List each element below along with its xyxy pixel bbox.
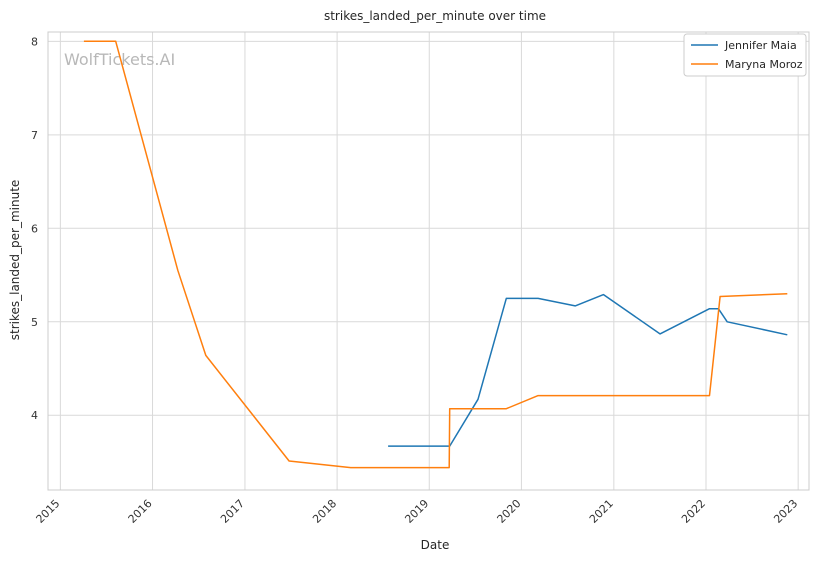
x-tick-label: 2021 <box>587 497 616 526</box>
series-lines <box>83 40 788 469</box>
legend: Jennifer Maia Maryna Moroz <box>683 33 807 77</box>
x-tick-label: 2023 <box>771 497 800 526</box>
x-tick-label: 2015 <box>34 497 63 526</box>
x-axis-ticks: 2015 2016 2017 2018 2019 2020 2021 2022 2023 <box>34 497 801 526</box>
legend-label-maryna-moroz: Maryna Moroz <box>725 58 803 71</box>
watermark: WolfTickets.AI <box>64 50 175 69</box>
x-axis-label: Date <box>421 538 450 552</box>
chart-title: strikes_landed_per_minute over time <box>324 9 546 23</box>
y-tick-label: 5 <box>31 316 38 329</box>
series-line-maryna-moroz <box>83 40 788 469</box>
x-tick-label: 2017 <box>218 497 247 526</box>
x-tick-label: 2019 <box>402 497 431 526</box>
x-tick-label: 2016 <box>126 497 155 526</box>
x-tick-label: 2020 <box>495 497 524 526</box>
y-tick-label: 7 <box>31 129 38 142</box>
y-tick-label: 8 <box>31 35 38 48</box>
grid <box>48 32 809 490</box>
y-axis-label: strikes_landed_per_minute <box>8 180 22 341</box>
plot-frame <box>47 31 810 491</box>
x-tick-label: 2018 <box>310 497 339 526</box>
y-tick-label: 4 <box>31 409 38 422</box>
series-line-jennifer-maia <box>388 293 788 447</box>
x-tick-label: 2022 <box>679 497 708 526</box>
y-axis-ticks: 4 5 6 7 8 <box>31 35 38 422</box>
y-tick-label: 6 <box>31 222 38 235</box>
legend-label-jennifer-maia: Jennifer Maia <box>724 39 797 52</box>
